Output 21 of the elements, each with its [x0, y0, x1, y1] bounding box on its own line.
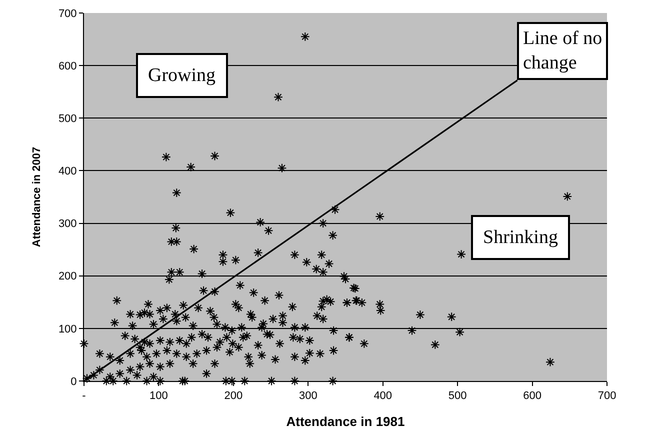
y-tick-label: 400 — [58, 166, 77, 178]
x-tick-label: 700 — [598, 390, 616, 402]
y-tick-label: 0 — [70, 376, 77, 388]
x-tick-label: 500 — [448, 390, 467, 402]
y-tick-label: 100 — [58, 323, 77, 336]
annotation: Shrinking — [483, 227, 558, 248]
x-axis-title: Attendance in 1981 — [286, 414, 405, 429]
y-tick-label: 700 — [58, 8, 77, 20]
x-tick-label: 300 — [298, 390, 318, 402]
annotation: Line of no change — [523, 28, 602, 74]
y-tick-label: 600 — [58, 60, 77, 72]
x-tick-label: 600 — [523, 390, 542, 402]
y-tick-label: 300 — [58, 218, 77, 230]
x-tick-label: 100 — [150, 390, 168, 402]
x-tick-label: 400 — [374, 390, 392, 402]
y-axis-title: Attendance in 2007 — [31, 146, 44, 248]
x-tick-label: - — [82, 390, 86, 402]
annotation: Growing — [148, 65, 216, 86]
x-tick-label: 200 — [224, 390, 243, 402]
y-tick-label: 200 — [58, 270, 77, 283]
y-tick-label: 500 — [58, 112, 77, 125]
